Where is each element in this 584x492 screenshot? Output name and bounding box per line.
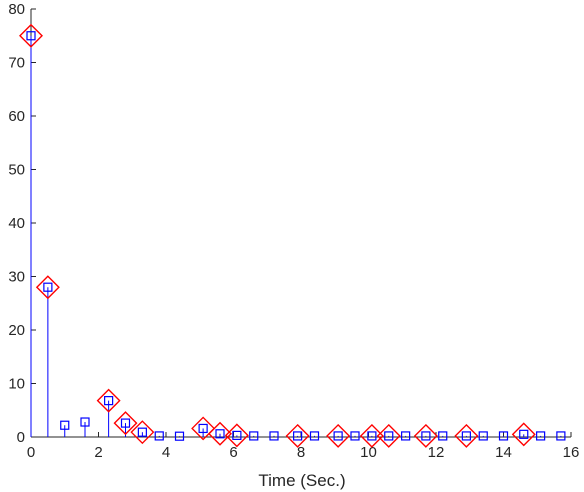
diamond-marker (359, 423, 384, 448)
square-marker (461, 431, 471, 441)
x-tick-label: 2 (94, 444, 102, 461)
y-tick-label: 70 (8, 55, 25, 72)
x-tick-label: 10 (360, 444, 377, 461)
square-marker (249, 431, 259, 441)
square-marker (120, 418, 131, 428)
diamond-marker (376, 423, 401, 448)
square-marker (556, 431, 566, 441)
y-tick-label: 20 (8, 322, 25, 339)
x-tick-label: 14 (495, 444, 512, 461)
diamond-marker (326, 423, 351, 448)
square-marker (478, 431, 488, 441)
x-tick-label: 4 (162, 444, 170, 461)
square-marker (367, 431, 377, 441)
square-marker (519, 429, 529, 439)
y-tick-label: 30 (8, 269, 25, 286)
diamond-marker (19, 23, 43, 48)
square-marker (60, 420, 70, 430)
square-marker (174, 431, 185, 441)
y-tick-label: 0 (17, 429, 25, 446)
square-marker (43, 282, 53, 292)
square-marker (350, 431, 360, 441)
square-marker (198, 423, 208, 434)
square-marker (232, 430, 242, 440)
plot-area: 0 2 4 6 8 10 12 14 16 0 10 20 30 40 50 60 70 80 (8, 1, 579, 461)
diamond-marker (96, 388, 121, 413)
y-tick-label: 10 (8, 376, 25, 393)
x-tick-label: 12 (428, 444, 445, 461)
square-marker (293, 431, 303, 441)
y-tick-label: 60 (8, 108, 25, 125)
diamond-marker (224, 423, 249, 448)
diamond-marker (454, 423, 479, 448)
square-marker (536, 431, 546, 441)
square-marker (104, 396, 114, 406)
y-tick-label: 40 (8, 215, 25, 232)
x-tick-label: 8 (297, 444, 305, 461)
diamond-marker (191, 416, 216, 441)
x-tick-label: 16 (563, 444, 580, 461)
square-marker (333, 431, 343, 441)
square-marker (421, 431, 431, 441)
square-marker (80, 417, 90, 427)
diamond-marker (413, 423, 438, 448)
diamond-marker (130, 420, 155, 445)
square-marker (26, 31, 36, 41)
square-marker (384, 431, 394, 441)
square-marker (215, 429, 225, 439)
diamond-marker (35, 275, 60, 300)
x-tick-label: 0 (27, 444, 35, 461)
diamond-marker (285, 423, 310, 448)
x-axis-title: Time (Sec.) (258, 471, 345, 490)
square-marker (438, 431, 448, 441)
y-tick-label: 50 (8, 162, 25, 179)
x-tick-label: 6 (229, 444, 237, 461)
square-marker (137, 427, 147, 437)
square-marker (401, 431, 411, 441)
diamond-marker (208, 421, 232, 446)
diamond-marker (511, 422, 536, 447)
square-marker (498, 431, 509, 441)
y-tick-label: 80 (8, 1, 25, 18)
diamond-marker (113, 411, 138, 436)
square-marker (269, 431, 279, 441)
square-marker (309, 431, 320, 441)
square-marker (154, 431, 164, 441)
